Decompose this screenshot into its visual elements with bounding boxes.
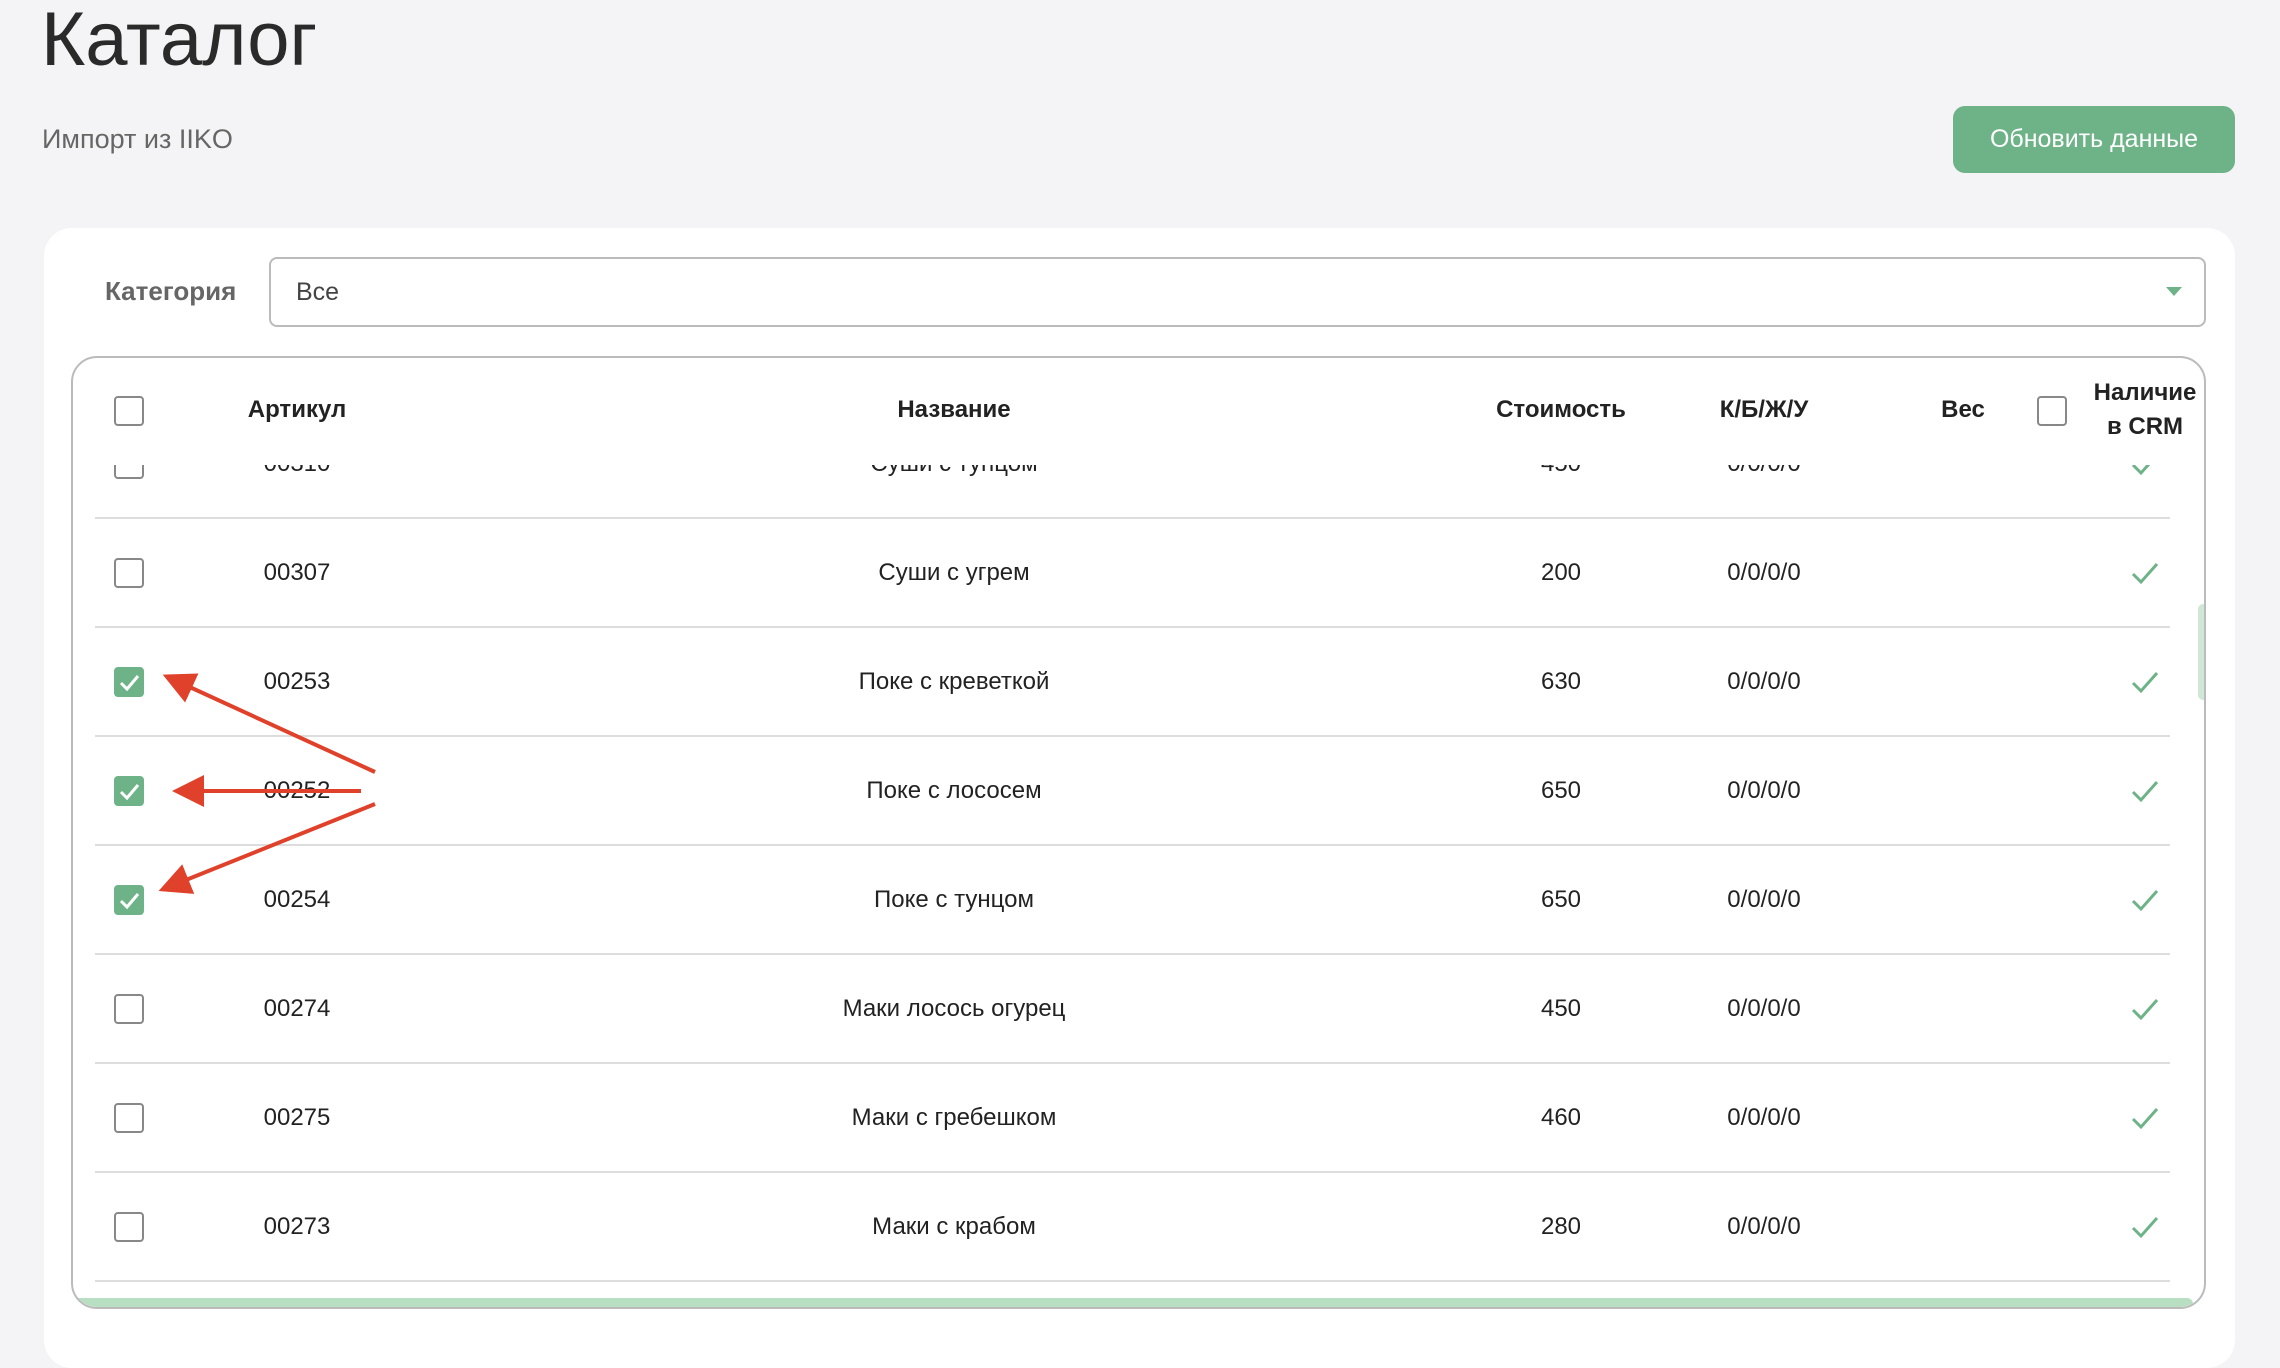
column-header: Артикул bbox=[247, 396, 347, 423]
crm-check bbox=[2130, 1212, 2160, 1247]
cell-name: Маки лосось огурец bbox=[842, 994, 1066, 1022]
cell-price: 450 bbox=[1540, 994, 1582, 1022]
scrollbar[interactable] bbox=[2198, 604, 2204, 700]
cell-price: 650 bbox=[1540, 776, 1582, 804]
table-body: 00310 Суши с тунцом 450 0/0/0/0 00307 Суши с … bbox=[73, 465, 2204, 1307]
row-checkbox[interactable] bbox=[114, 1211, 144, 1242]
column-header: Название bbox=[897, 396, 1011, 423]
crm-check bbox=[2130, 465, 2160, 484]
cell-price: 450 bbox=[1541, 465, 1581, 478]
cell-name: Маки с гребешком bbox=[851, 1103, 1057, 1131]
card bbox=[44, 228, 2235, 1368]
category-select[interactable]: Все bbox=[269, 257, 2206, 327]
cell-sku: 00275 bbox=[263, 1103, 331, 1131]
row-separator bbox=[95, 626, 2170, 628]
cell-sku: 00273 bbox=[263, 1212, 331, 1240]
annotation-arrows bbox=[158, 673, 376, 894]
cell-sku: 00253 bbox=[263, 667, 331, 695]
row-separator bbox=[95, 735, 2170, 737]
check-icon bbox=[119, 674, 140, 691]
column-header: Стоимость bbox=[1496, 396, 1626, 423]
cell-sku: 00274 bbox=[263, 994, 331, 1022]
cell-sku: 00307 bbox=[263, 558, 331, 586]
cell-sku: 00254 bbox=[263, 885, 331, 913]
row-checkbox[interactable] bbox=[114, 557, 144, 588]
crm-check bbox=[2130, 558, 2160, 593]
crm-check bbox=[2130, 885, 2160, 920]
cell-name: Суши с тунцом bbox=[870, 465, 1037, 478]
column-header: К/Б/Ж/У bbox=[1719, 396, 1809, 423]
cell-name: Поке с креветкой bbox=[858, 667, 1050, 695]
row-checkbox[interactable] bbox=[114, 465, 144, 479]
cell-kbju: 0/0/0/0 bbox=[1727, 776, 1801, 804]
cell-price: 200 bbox=[1540, 558, 1582, 586]
row-separator bbox=[95, 1280, 2170, 1282]
row-separator bbox=[95, 1062, 2170, 1064]
cell-kbju: 0/0/0/0 bbox=[1727, 1212, 1801, 1240]
cell-kbju: 0/0/0/0 bbox=[1727, 558, 1801, 586]
cell-price: 630 bbox=[1540, 667, 1582, 695]
row-separator bbox=[95, 953, 2170, 955]
refresh-button[interactable]: Обновить данные bbox=[1953, 106, 2235, 173]
dropdown-icon bbox=[2166, 287, 2182, 296]
cell-name: Маки с крабом bbox=[872, 1212, 1036, 1240]
cell-price: 650 bbox=[1540, 885, 1582, 913]
cell-kbju: 0/0/0/0 bbox=[1727, 1103, 1801, 1131]
page: {"header":{"title":"Каталог","subtitle":… bbox=[41, 0, 2235, 1368]
crm-check bbox=[2130, 1103, 2160, 1138]
cell-kbju: 0/0/0/0 bbox=[1727, 994, 1801, 1022]
cell-name: Поке с тунцом bbox=[874, 885, 1034, 913]
row-checkbox[interactable] bbox=[114, 884, 144, 915]
h-scrollbar[interactable] bbox=[73, 1298, 2193, 1307]
crm-check bbox=[2130, 667, 2160, 702]
column-checkbox[interactable] bbox=[2037, 396, 2067, 426]
column-header: Наличие в CRM bbox=[2093, 379, 2197, 440]
check-icon bbox=[119, 892, 140, 909]
filter-label: Категория bbox=[105, 276, 237, 306]
column-header: Вес bbox=[1941, 396, 1985, 423]
row-checkbox[interactable] bbox=[114, 775, 144, 806]
cell-sku: 00310 bbox=[264, 465, 331, 478]
cell-kbju: 0/0/0/0 bbox=[1727, 885, 1801, 913]
crm-check bbox=[2130, 994, 2160, 1029]
cell-name: Поке с лососем bbox=[866, 776, 1042, 804]
cell-price: 460 bbox=[1540, 1103, 1582, 1131]
row-separator bbox=[95, 517, 2170, 519]
cell-kbju: 0/0/0/0 bbox=[1727, 465, 1800, 478]
crm-check bbox=[2130, 776, 2160, 811]
cell-kbju: 0/0/0/0 bbox=[1727, 667, 1801, 695]
row-checkbox[interactable] bbox=[114, 666, 144, 697]
cell-name: Суши с угрем bbox=[878, 558, 1030, 586]
row-checkbox[interactable] bbox=[114, 1102, 144, 1133]
subtitle: Импорт из IIKO bbox=[42, 124, 233, 154]
row-checkbox[interactable] bbox=[114, 993, 144, 1024]
row-separator bbox=[95, 1171, 2170, 1173]
select-value: Все bbox=[296, 277, 340, 306]
row-separator bbox=[95, 844, 2170, 846]
page-title: Каталог bbox=[41, 0, 318, 82]
select-all-checkbox[interactable] bbox=[114, 396, 144, 426]
cell-price: 280 bbox=[1540, 1212, 1582, 1240]
check-icon bbox=[119, 783, 140, 800]
table: Артикул Название Стоимость К/Б/Ж/У Вес Наличи… bbox=[71, 356, 2206, 1309]
